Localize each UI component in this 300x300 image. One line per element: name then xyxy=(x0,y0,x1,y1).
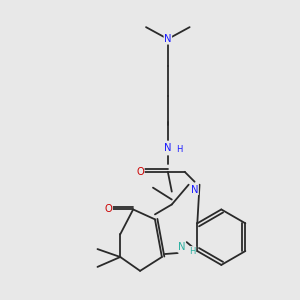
Text: H: H xyxy=(189,247,196,256)
Text: O: O xyxy=(136,167,144,177)
Text: N: N xyxy=(164,143,172,153)
Text: H: H xyxy=(176,146,183,154)
Text: O: O xyxy=(104,204,112,214)
Text: N: N xyxy=(164,34,172,44)
Text: N: N xyxy=(191,184,198,195)
Text: N: N xyxy=(178,242,185,252)
